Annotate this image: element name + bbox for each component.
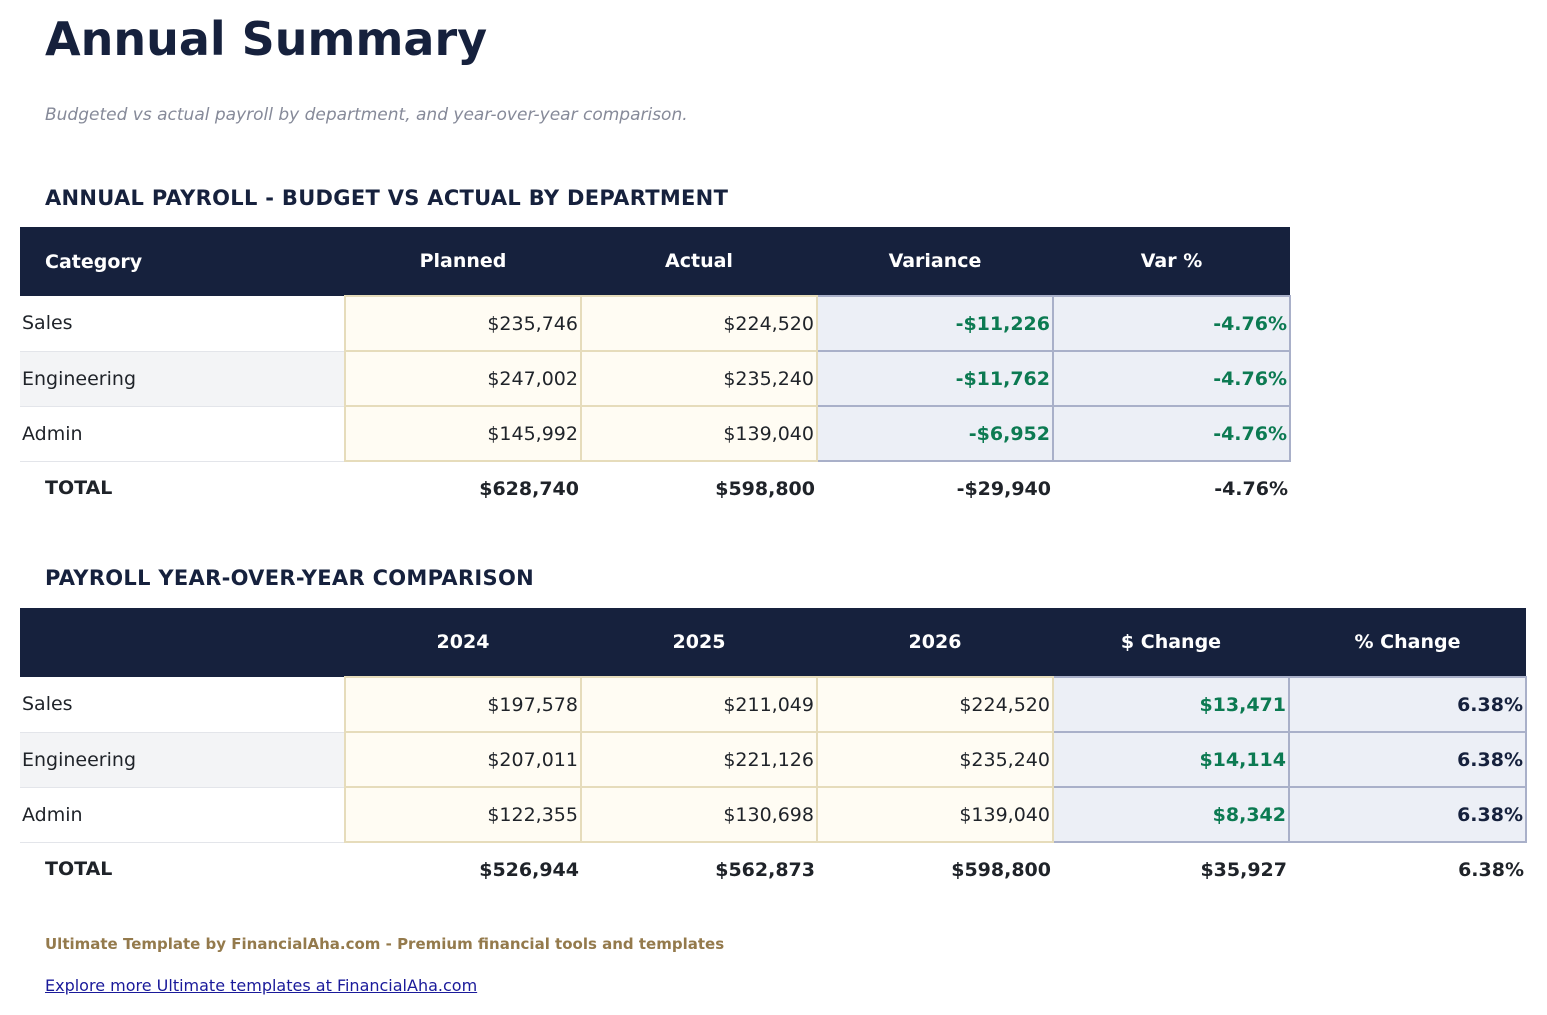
yoy-table: 2024 2025 2026 $ Change % Change Sales $…	[20, 608, 1527, 896]
page-title: Annual Summary	[45, 12, 488, 66]
variance-cell: -$11,762	[816, 350, 1054, 407]
total-planned: $628,740	[345, 460, 581, 515]
column-header: Variance	[817, 227, 1053, 296]
total-2024: $526,944	[345, 841, 581, 896]
column-header: Planned	[345, 227, 581, 296]
planned-cell[interactable]: $235,746	[344, 295, 582, 352]
actual-cell[interactable]: $139,040	[580, 405, 818, 462]
page-subtitle: Budgeted vs actual payroll by department…	[45, 105, 688, 125]
actual-cell[interactable]: $235,240	[580, 350, 818, 407]
column-header: $ Change	[1053, 608, 1289, 677]
total-pct-change: 6.38%	[1289, 841, 1526, 896]
column-header: Category	[20, 227, 345, 296]
total-variance: -$29,940	[817, 460, 1053, 515]
pct-change-cell: 6.38%	[1288, 786, 1527, 843]
year-2024-cell[interactable]: $122,355	[344, 786, 582, 843]
total-dollar-change: $35,927	[1053, 841, 1289, 896]
total-2025: $562,873	[581, 841, 817, 896]
planned-cell[interactable]: $247,002	[344, 350, 582, 407]
table-header-row: Category Planned Actual Variance Var %	[20, 227, 1290, 296]
table-header-row: 2024 2025 2026 $ Change % Change	[20, 608, 1526, 677]
table-row: Admin $145,992 $139,040 -$6,952 -4.76%	[20, 405, 1291, 462]
category-cell: Engineering	[20, 351, 345, 407]
year-2026-cell[interactable]: $235,240	[816, 731, 1054, 788]
column-header: Actual	[581, 227, 817, 296]
table-row: Admin $122,355 $130,698 $139,040 $8,342 …	[20, 786, 1527, 843]
variance-cell: -$6,952	[816, 405, 1054, 462]
pct-change-cell: 6.38%	[1288, 676, 1527, 733]
category-cell: Admin	[20, 406, 345, 462]
table-row: Sales $197,578 $211,049 $224,520 $13,471…	[20, 676, 1527, 733]
planned-cell[interactable]: $145,992	[344, 405, 582, 462]
budget-table: Category Planned Actual Variance Var % S…	[20, 227, 1291, 515]
total-2026: $598,800	[817, 841, 1053, 896]
year-2025-cell[interactable]: $221,126	[580, 731, 818, 788]
column-header: 2025	[581, 608, 817, 677]
year-2024-cell[interactable]: $207,011	[344, 731, 582, 788]
category-cell: Sales	[20, 296, 345, 352]
dollar-change-cell: $13,471	[1052, 676, 1290, 733]
column-header	[20, 608, 345, 677]
category-cell: Admin	[20, 787, 345, 843]
column-header: % Change	[1289, 608, 1526, 677]
category-cell: Sales	[20, 677, 345, 733]
footer-link[interactable]: Explore more Ultimate templates at Finan…	[45, 976, 478, 995]
dollar-change-cell: $14,114	[1052, 731, 1290, 788]
footer-credit: Ultimate Template by FinancialAha.com - …	[45, 935, 725, 953]
total-row: TOTAL $526,944 $562,873 $598,800 $35,927…	[20, 841, 1526, 896]
year-2026-cell[interactable]: $224,520	[816, 676, 1054, 733]
total-row: TOTAL $628,740 $598,800 -$29,940 -4.76%	[20, 460, 1290, 515]
year-2024-cell[interactable]: $197,578	[344, 676, 582, 733]
variance-cell: -$11,226	[816, 295, 1054, 352]
actual-cell[interactable]: $224,520	[580, 295, 818, 352]
total-label: TOTAL	[20, 841, 345, 896]
variance-pct-cell: -4.76%	[1052, 295, 1291, 352]
table-row: Sales $235,746 $224,520 -$11,226 -4.76%	[20, 295, 1291, 352]
total-actual: $598,800	[581, 460, 817, 515]
category-cell: Engineering	[20, 732, 345, 788]
column-header: 2024	[345, 608, 581, 677]
variance-pct-cell: -4.76%	[1052, 350, 1291, 407]
yoy-section-heading: PAYROLL YEAR-OVER-YEAR COMPARISON	[45, 566, 534, 590]
year-2026-cell[interactable]: $139,040	[816, 786, 1054, 843]
dollar-change-cell: $8,342	[1052, 786, 1290, 843]
total-variance-pct: -4.76%	[1053, 460, 1290, 515]
total-label: TOTAL	[20, 460, 345, 515]
variance-pct-cell: -4.76%	[1052, 405, 1291, 462]
pct-change-cell: 6.38%	[1288, 731, 1527, 788]
table-row: Engineering $247,002 $235,240 -$11,762 -…	[20, 350, 1291, 407]
year-2025-cell[interactable]: $211,049	[580, 676, 818, 733]
column-header: Var %	[1053, 227, 1290, 296]
year-2025-cell[interactable]: $130,698	[580, 786, 818, 843]
budget-section-heading: ANNUAL PAYROLL - BUDGET VS ACTUAL BY DEP…	[45, 186, 729, 210]
table-row: Engineering $207,011 $221,126 $235,240 $…	[20, 731, 1527, 788]
column-header: 2026	[817, 608, 1053, 677]
